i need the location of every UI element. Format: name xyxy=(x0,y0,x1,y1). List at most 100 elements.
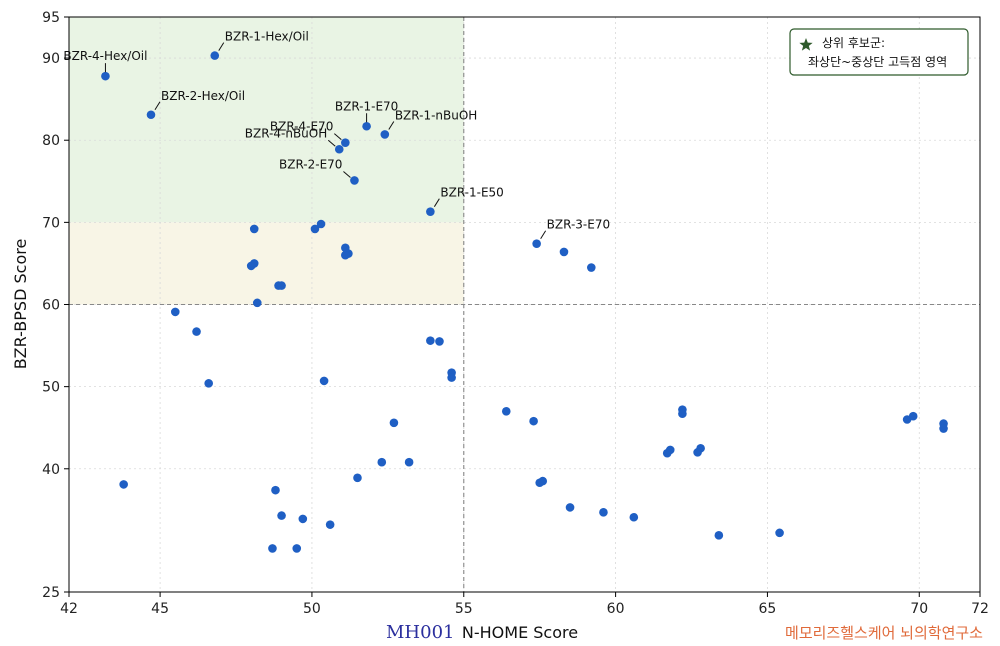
x-axis-ticks: 42 45 50 55 60 65 70 72 xyxy=(60,592,989,617)
legend-box xyxy=(789,28,969,76)
x-tick-label: 45 xyxy=(151,601,169,617)
y-tick-label: 50 xyxy=(42,380,60,396)
data-point xyxy=(210,51,220,60)
data-point xyxy=(146,110,156,120)
data-point xyxy=(714,531,724,540)
annotation-leader xyxy=(433,198,440,207)
annotation-leader xyxy=(334,133,342,141)
annotation-label: BZR-4-nBuOH xyxy=(245,126,328,140)
annotation-label: BZR-2-E70 xyxy=(279,157,342,171)
grid-lines xyxy=(69,17,980,592)
annotation-leader xyxy=(388,121,395,130)
data-point xyxy=(599,508,608,517)
data-point xyxy=(204,379,213,388)
data-point xyxy=(192,327,201,336)
data-point xyxy=(426,207,435,216)
data-point xyxy=(170,307,180,317)
x-tick-label: 70 xyxy=(910,601,928,617)
data-point xyxy=(319,376,329,386)
data-point xyxy=(277,281,286,290)
annotation-leader xyxy=(343,171,351,178)
y-tick-label: 70 xyxy=(42,215,60,231)
data-point xyxy=(292,544,302,553)
annotation-label: BZR-4-Hex/Oil xyxy=(63,49,147,63)
data-point xyxy=(908,411,918,421)
x-axis-label: N-HOME Score xyxy=(462,623,578,642)
annotation-label: BZR-1-Hex/Oil xyxy=(225,30,309,44)
data-point xyxy=(271,485,280,495)
y-tick-label: 60 xyxy=(42,298,60,314)
zone-mid-score xyxy=(69,222,464,305)
zone-high-score xyxy=(69,17,464,223)
y-tick-label: 40 xyxy=(42,462,60,478)
data-point xyxy=(334,144,344,154)
y-tick-label: 90 xyxy=(42,51,60,67)
watermark-code: MH001 xyxy=(386,622,454,643)
annotation-label: BZR-1-E50 xyxy=(440,186,503,200)
data-point xyxy=(377,457,387,467)
annotation-label: BZR-4-E70 xyxy=(270,120,333,134)
annotation-leader xyxy=(327,139,336,147)
data-point xyxy=(310,224,320,234)
data-point xyxy=(353,473,362,483)
data-point xyxy=(678,409,687,419)
data-point xyxy=(362,121,371,131)
data-point xyxy=(693,448,702,457)
star-icon xyxy=(799,38,813,51)
data-point xyxy=(426,336,435,345)
y-tick-label: 95 xyxy=(42,10,60,26)
x-tick-label: 42 xyxy=(60,601,78,617)
data-point xyxy=(389,418,399,428)
data-points xyxy=(101,51,948,553)
data-point xyxy=(268,544,277,553)
data-point xyxy=(298,514,308,524)
data-point xyxy=(565,503,575,512)
data-point xyxy=(101,71,110,81)
x-tick-label: 50 xyxy=(303,601,321,617)
data-point xyxy=(350,176,359,185)
data-point xyxy=(341,138,350,147)
annotation-leader xyxy=(154,101,161,111)
data-point xyxy=(587,263,596,272)
data-point xyxy=(435,337,444,346)
y-axis-ticks: 25 40 50 60 70 80 90 95 xyxy=(42,10,69,601)
annotation-leader xyxy=(540,230,547,239)
y-tick-label: 25 xyxy=(42,585,60,601)
y-tick-label: 80 xyxy=(42,133,60,149)
data-point xyxy=(316,219,326,229)
annotation-label: BZR-1-E70 xyxy=(335,99,398,113)
data-point xyxy=(535,478,544,488)
point-annotations: BZR-1-Hex/Oil BZR-4-Hex/Oil BZR-2-Hex/Oil B… xyxy=(63,30,610,239)
legend: 상위 후보군: 좌상단~중상단 고득점 영역 xyxy=(789,28,969,76)
y-axis-label: BZR-BPSD Score xyxy=(11,239,30,370)
data-point xyxy=(939,424,948,433)
annotation-label: BZR-1-nBuOH xyxy=(395,108,478,122)
data-point xyxy=(119,480,128,489)
data-point xyxy=(341,250,350,260)
watermark-organization: 메모리즈헬스케어 뇌의학연구소 xyxy=(785,624,983,642)
annotation-label: BZR-2-Hex/Oil xyxy=(161,89,245,103)
annotation-leader xyxy=(218,42,225,51)
data-point xyxy=(559,247,569,257)
data-point xyxy=(325,520,335,529)
data-point xyxy=(662,448,672,458)
threshold-lines xyxy=(69,17,980,592)
annotation-label: BZR-3-E70 xyxy=(547,218,610,232)
data-point xyxy=(775,528,784,538)
data-point xyxy=(380,130,390,139)
x-tick-label: 65 xyxy=(759,601,777,617)
data-point xyxy=(447,373,456,382)
data-point xyxy=(246,261,256,271)
data-point xyxy=(249,224,259,234)
legend-title: 상위 후보군: xyxy=(822,36,885,50)
legend-description: 좌상단~중상단 고득점 영역 xyxy=(808,55,947,69)
data-point xyxy=(501,406,511,416)
data-point xyxy=(532,239,541,249)
x-tick-label: 60 xyxy=(607,601,625,617)
x-tick-label: 55 xyxy=(455,601,473,617)
data-point xyxy=(404,457,414,467)
data-point xyxy=(277,511,286,520)
data-point xyxy=(529,416,538,426)
data-point xyxy=(252,298,262,308)
